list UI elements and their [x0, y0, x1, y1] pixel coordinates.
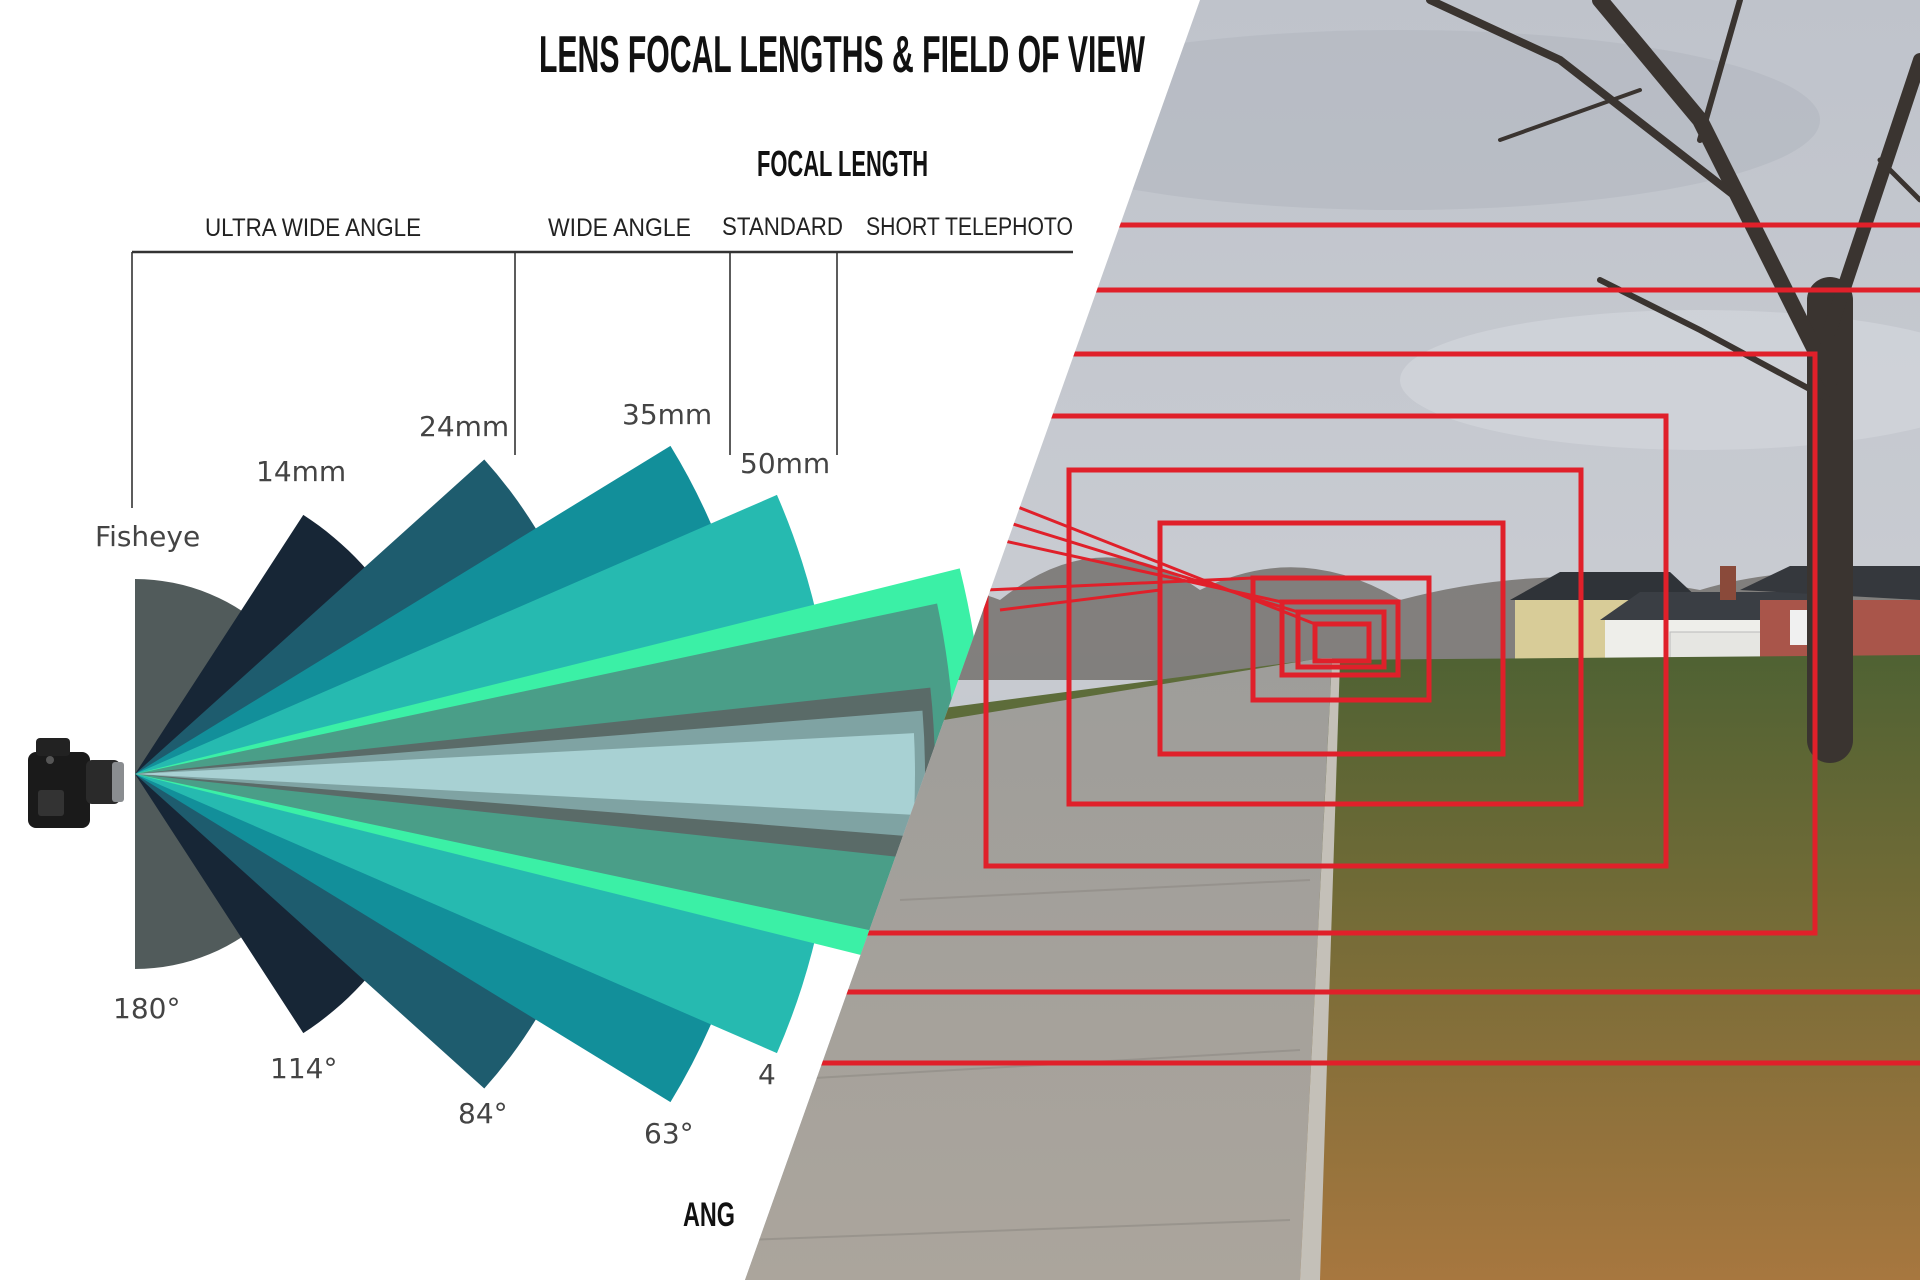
- label-24mm: 24mm: [419, 410, 509, 443]
- focal-length-heading: FOCAL LENGTH: [757, 143, 928, 184]
- angle-63: 63°: [644, 1117, 694, 1150]
- page-title: LENS FOCAL LENGTHS & FIELD OF VIEW: [539, 26, 1146, 84]
- street-photo: [745, 0, 1920, 1280]
- field-of-view-fan: [135, 445, 985, 1103]
- angle-50mm: 4: [758, 1058, 776, 1091]
- category-bracket: [131, 250, 1073, 508]
- fov-band-5: [135, 733, 915, 815]
- category-short-telephoto: SHORT TELEPHOTO: [866, 213, 1073, 241]
- angle-180: 180°: [113, 992, 180, 1025]
- dslr-camera-icon: [28, 738, 124, 828]
- label-35mm: 35mm: [622, 398, 712, 431]
- lens-labels: Fisheye 14mm 24mm 35mm 50mm 180° 114° 84…: [95, 398, 830, 1234]
- label-14mm: 14mm: [256, 455, 346, 488]
- tree: [1426, 0, 1920, 763]
- category-standard: STANDARD: [722, 213, 843, 241]
- angle-of-view-heading: ANG: [683, 1196, 735, 1234]
- label-50mm: 50mm: [740, 447, 830, 480]
- category-wide: WIDE ANGLE: [548, 214, 691, 242]
- angle-84: 84°: [458, 1097, 508, 1130]
- label-fisheye: Fisheye: [95, 520, 200, 553]
- angle-114: 114°: [270, 1052, 337, 1085]
- category-ultra-wide: ULTRA WIDE ANGLE: [205, 214, 421, 242]
